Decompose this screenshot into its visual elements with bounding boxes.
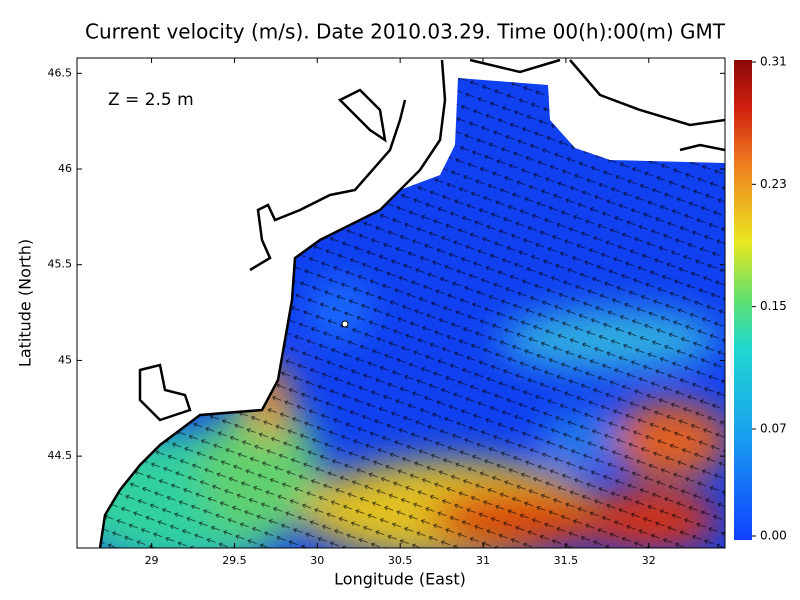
chart-title: Current velocity (m/s). Date 2010.03.29.… [85,20,726,44]
y-tick-label: 44.5 [48,449,73,462]
annotation: Z = 2.5 m [108,90,194,110]
x-tick-label: 29.5 [222,554,247,567]
x-tick-label: 30 [310,554,324,567]
x-tick-label: 31 [476,554,490,567]
y-tick-label: 46 [58,162,72,175]
y-axis-label: Latitude (North) [16,239,35,367]
colorbar-tick-label: 0.31 [760,55,787,69]
colorbar [734,60,752,540]
x-tick-label: 32 [642,554,656,567]
y-tick-label: 45.5 [48,258,73,271]
y-tick-label: 45 [58,353,72,366]
velocity-field [98,58,725,548]
colorbar-tick-label: 0.07 [760,421,787,435]
y-tick-label: 46.5 [48,66,73,79]
plot-frame [76,57,726,549]
x-tick-label: 29 [145,554,159,567]
colorbar-tick-label: 0.15 [760,299,787,313]
x-axis-label: Longitude (East) [334,570,466,589]
colorbar-tick-label: 0.00 [760,529,787,543]
x-tick-label: 31.5 [554,554,579,567]
colorbar-tick-label: 0.23 [760,177,787,191]
x-tick-label: 30.5 [388,554,413,567]
